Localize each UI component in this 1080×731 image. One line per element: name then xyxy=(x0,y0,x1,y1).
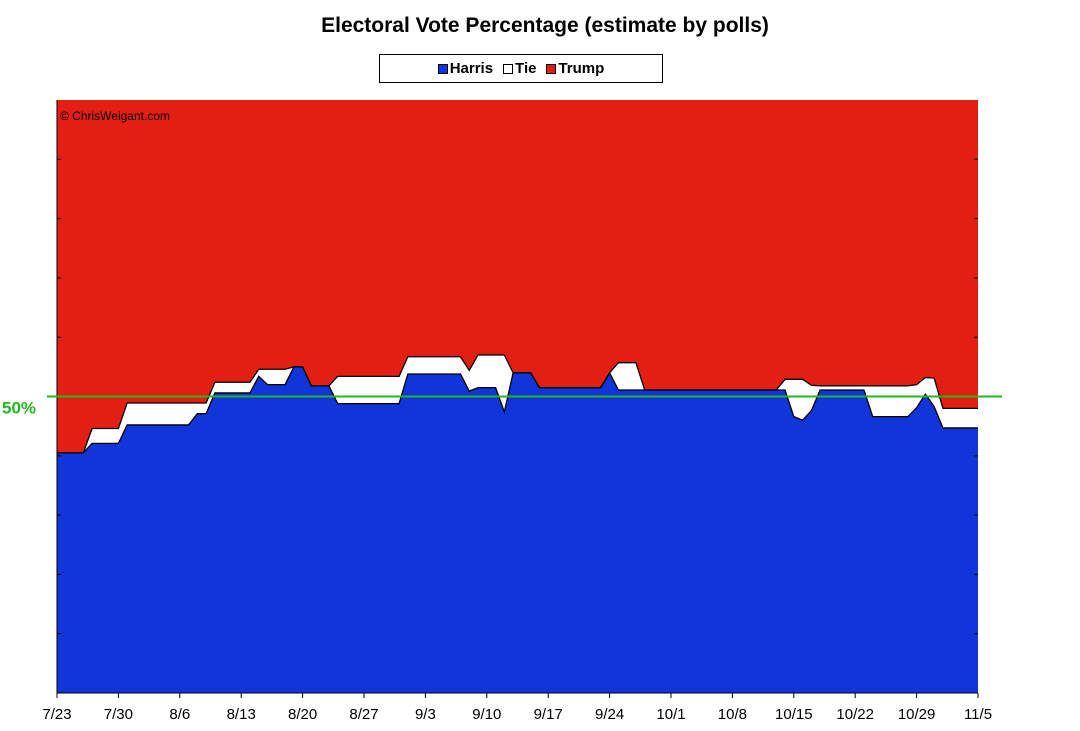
legend-item-trump: Trump xyxy=(546,60,604,77)
x-tick-label: 8/20 xyxy=(288,706,317,723)
reference-line-label: 50% xyxy=(2,399,36,418)
x-tick-label: 8/13 xyxy=(227,706,256,723)
legend-swatch-trump xyxy=(546,63,557,74)
legend-swatch-tie xyxy=(503,63,514,74)
legend: Harris Tie Trump xyxy=(379,54,663,83)
x-tick-label: 10/15 xyxy=(775,706,813,723)
x-tick-label: 7/23 xyxy=(42,706,71,723)
chart-title: Electoral Vote Percentage (estimate by p… xyxy=(321,14,769,37)
x-tick-label: 10/22 xyxy=(836,706,874,723)
legend-swatch-harris xyxy=(437,63,448,74)
x-tick-label: 9/17 xyxy=(534,706,563,723)
legend-item-tie: Tie xyxy=(503,60,536,77)
area-trump xyxy=(57,100,978,453)
area-harris xyxy=(57,366,978,693)
x-tick-label: 8/27 xyxy=(349,706,378,723)
x-tick-label: 11/5 xyxy=(964,706,992,723)
x-tick-label: 7/30 xyxy=(104,706,133,723)
legend-label-trump: Trump xyxy=(558,60,605,77)
legend-item-harris: Harris xyxy=(437,60,494,77)
x-tick-label: 10/29 xyxy=(898,706,936,723)
x-tick-label: 9/10 xyxy=(472,706,501,723)
legend-label-tie: Tie xyxy=(515,60,537,77)
x-tick-label: 9/24 xyxy=(595,706,624,723)
x-tick-label: 8/6 xyxy=(169,706,190,723)
x-tick-label: 9/3 xyxy=(415,706,436,723)
watermark: © ChrisWeigant.com xyxy=(60,109,170,123)
boundary-line-tie xyxy=(57,354,978,454)
legend-label-harris: Harris xyxy=(449,60,494,77)
x-tick-label: 10/1 xyxy=(656,706,685,723)
x-tick-label: 10/8 xyxy=(718,706,747,723)
